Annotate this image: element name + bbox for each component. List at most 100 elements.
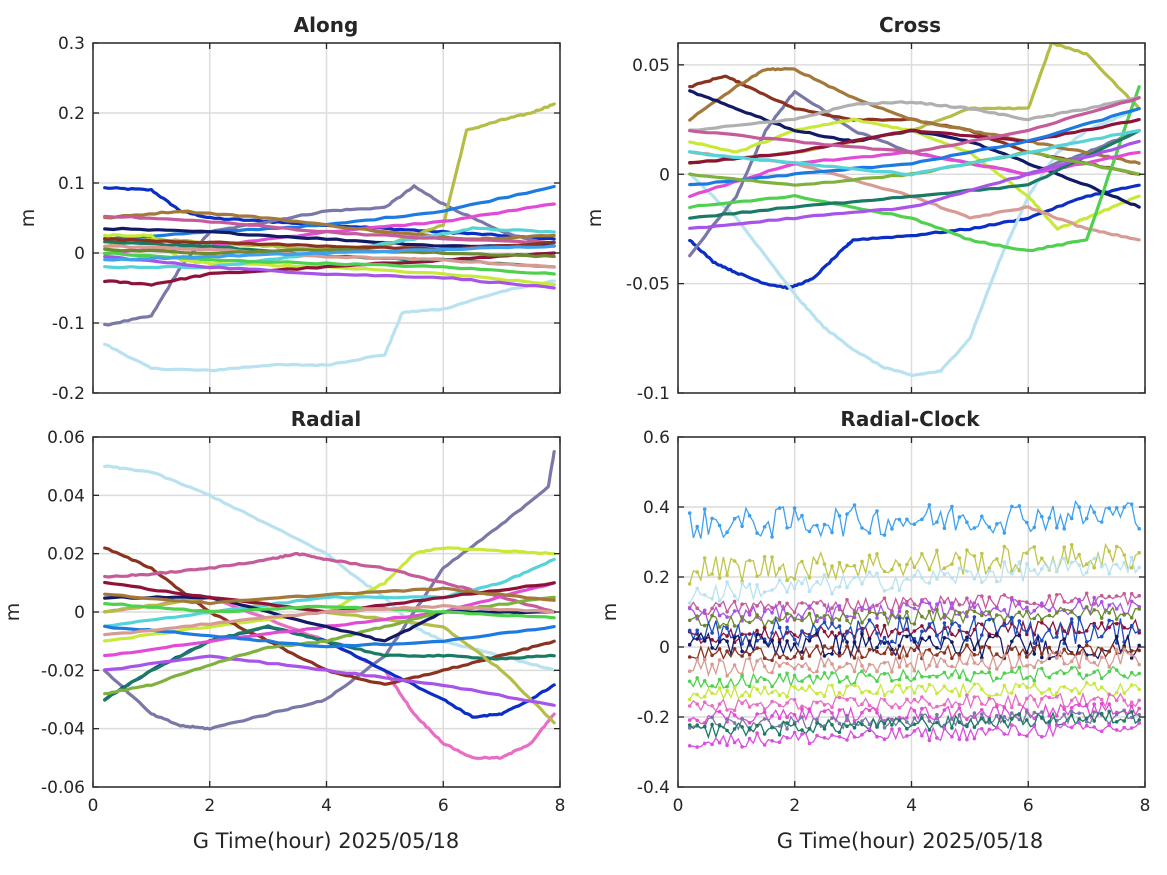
data-point xyxy=(747,726,752,730)
data-point xyxy=(935,633,939,638)
data-point xyxy=(905,716,909,720)
y-tick-label: -0.1 xyxy=(637,384,670,404)
data-point xyxy=(875,669,879,674)
data-point xyxy=(1084,716,1089,721)
data-point xyxy=(1002,560,1007,564)
panel-title: Cross xyxy=(879,13,941,37)
data-point xyxy=(785,727,789,731)
data-point xyxy=(740,674,744,678)
data-point xyxy=(785,661,789,666)
data-point xyxy=(1002,544,1007,549)
data-point xyxy=(1017,655,1022,659)
data-point xyxy=(1040,666,1044,671)
series-line xyxy=(688,89,1141,258)
data-point xyxy=(980,551,984,556)
data-point xyxy=(957,515,962,519)
data-point xyxy=(740,716,744,721)
data-point xyxy=(1069,617,1074,621)
data-point xyxy=(935,607,939,612)
data-point xyxy=(905,610,909,614)
y-tick-label: 0 xyxy=(74,603,85,623)
data-point xyxy=(815,721,819,725)
data-point xyxy=(1122,725,1126,730)
data-point xyxy=(867,531,872,535)
data-point xyxy=(800,629,804,634)
data-point xyxy=(1107,571,1111,576)
data-point xyxy=(807,667,812,671)
data-point xyxy=(1017,610,1022,614)
panel-title: Radial-Clock xyxy=(840,407,980,431)
data-point xyxy=(987,696,992,701)
data-point xyxy=(1010,597,1014,602)
data-point xyxy=(1107,723,1111,727)
y-tick-label: 0.2 xyxy=(58,104,85,124)
data-point xyxy=(710,596,714,601)
data-point xyxy=(800,664,804,669)
data-point xyxy=(837,708,842,712)
data-point xyxy=(687,606,692,611)
data-point xyxy=(950,704,954,709)
data-point xyxy=(815,523,819,528)
data-point xyxy=(1077,721,1081,725)
data-point xyxy=(792,655,797,659)
data-point xyxy=(980,613,984,618)
data-point xyxy=(852,735,857,739)
data-point xyxy=(1032,568,1037,572)
data-point xyxy=(830,530,834,535)
data-point xyxy=(882,661,887,665)
data-point xyxy=(875,707,879,712)
panel-radial-clock: Radial-Clock m G Time(hour) 2025/05/18 0… xyxy=(599,407,1150,853)
data-point xyxy=(882,693,887,697)
data-point xyxy=(1025,696,1029,701)
x-tick-label: 0 xyxy=(88,796,99,816)
data-point xyxy=(717,625,722,629)
data-point xyxy=(732,594,737,598)
data-point xyxy=(702,639,707,643)
data-point xyxy=(695,570,699,574)
data-point xyxy=(965,569,969,573)
data-point xyxy=(1047,567,1052,571)
data-point xyxy=(890,717,894,722)
data-point xyxy=(1032,716,1037,721)
y-tick-label: 0.6 xyxy=(643,428,670,448)
data-point xyxy=(717,523,722,528)
data-point xyxy=(770,690,774,695)
data-point xyxy=(1114,562,1119,567)
data-point xyxy=(920,684,924,689)
data-point xyxy=(740,693,744,698)
data-point xyxy=(897,588,902,592)
data-point xyxy=(987,694,992,698)
data-point xyxy=(777,578,782,582)
data-point xyxy=(935,548,939,553)
data-point xyxy=(1092,595,1096,600)
data-point xyxy=(1002,618,1007,623)
data-point xyxy=(687,744,692,748)
data-point xyxy=(1025,655,1029,659)
data-point xyxy=(687,679,692,684)
data-point xyxy=(912,676,917,681)
data-point xyxy=(860,605,864,610)
data-point xyxy=(1129,670,1134,675)
data-point xyxy=(957,556,962,560)
data-point xyxy=(1137,565,1141,570)
data-point xyxy=(972,653,977,657)
data-point xyxy=(1107,618,1111,623)
data-point xyxy=(807,604,812,608)
data-point xyxy=(852,697,857,702)
data-point xyxy=(1055,714,1059,718)
data-point xyxy=(762,606,767,611)
data-point xyxy=(732,516,737,521)
data-point xyxy=(1084,656,1089,661)
data-point xyxy=(770,638,774,643)
data-point xyxy=(1099,729,1104,734)
data-point xyxy=(725,688,729,693)
data-point xyxy=(905,734,909,738)
data-point xyxy=(942,636,947,640)
data-point xyxy=(995,579,999,584)
data-point xyxy=(867,636,872,641)
data-point xyxy=(1084,673,1089,677)
data-point xyxy=(1084,723,1089,728)
data-point xyxy=(897,683,902,688)
data-point xyxy=(815,700,819,705)
data-point xyxy=(1032,525,1037,530)
